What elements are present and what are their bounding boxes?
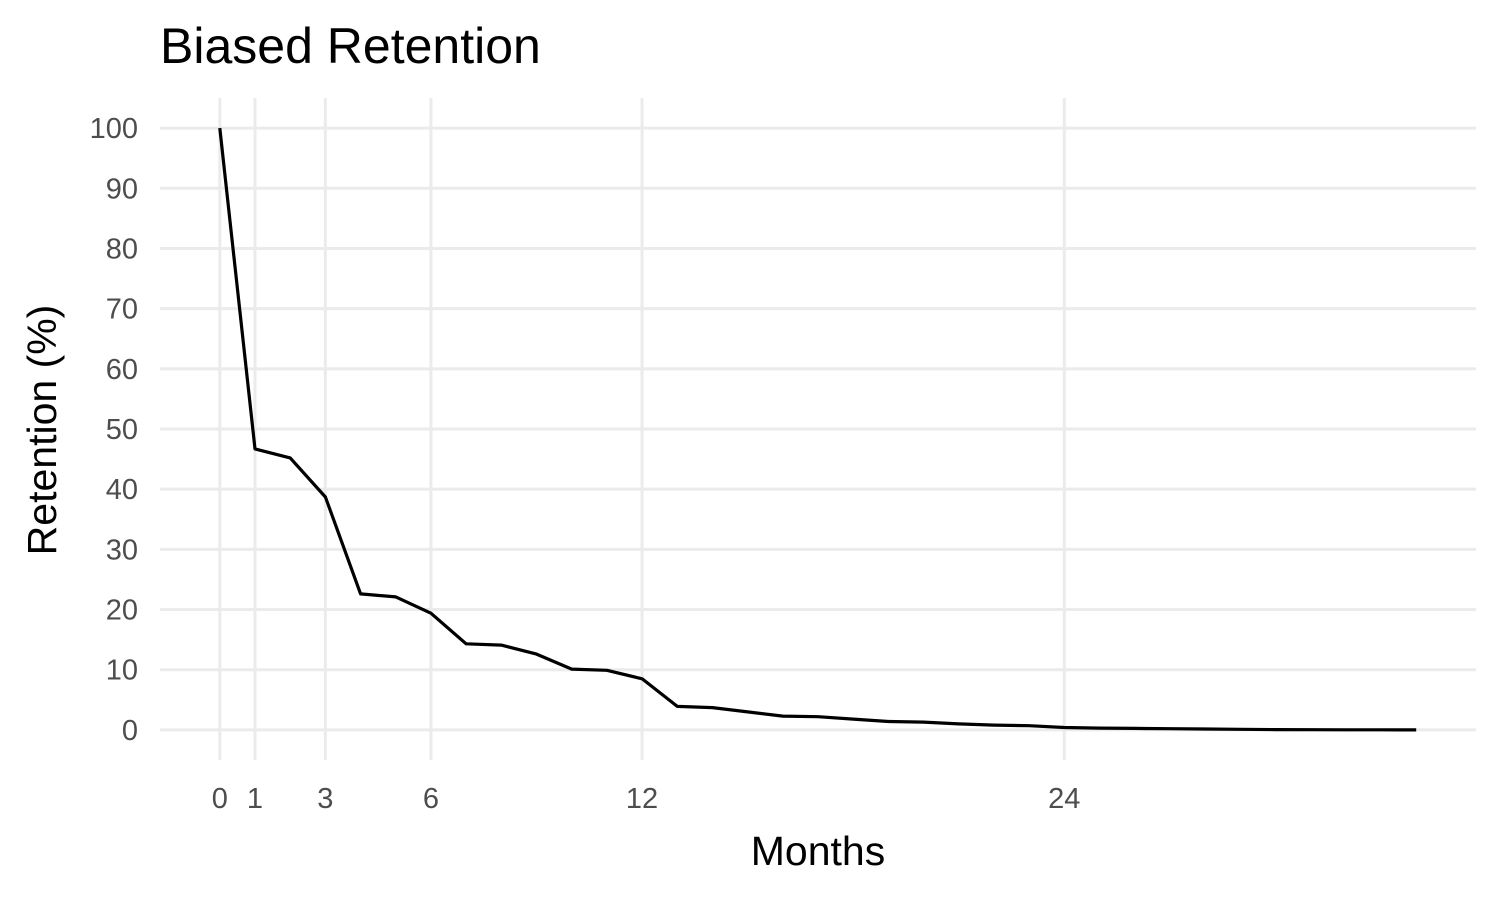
- y-tick-label-40: 40: [106, 474, 138, 506]
- data-point-month-14: [709, 705, 715, 711]
- y-tick-label-30: 30: [106, 534, 138, 566]
- data-point-month-0: [217, 125, 223, 131]
- data-point-month-28: [1202, 726, 1208, 732]
- data-point-month-32: [1343, 727, 1349, 733]
- data-point-month-1: [252, 446, 258, 452]
- data-point-month-24: [1061, 725, 1067, 731]
- data-point-month-12: [639, 676, 645, 682]
- x-tick-label-24: 24: [1048, 783, 1080, 815]
- data-point-month-16: [780, 713, 786, 719]
- x-tick-label-0: 0: [212, 783, 228, 815]
- y-tick-label-20: 20: [106, 595, 138, 627]
- data-point-month-20: [921, 719, 927, 725]
- y-tick-label-60: 60: [106, 354, 138, 386]
- data-point-month-17: [815, 714, 821, 720]
- data-point-month-29: [1237, 726, 1243, 732]
- x-axis-title: Months: [751, 828, 885, 874]
- data-point-month-9: [534, 651, 540, 657]
- y-tick-labels: 0 10 20 30 40 50 60 70 80 90 100: [90, 113, 138, 747]
- data-point-month-23: [1026, 723, 1032, 729]
- series-layer: [217, 125, 1419, 733]
- data-point-month-34: [1413, 727, 1419, 733]
- data-point-month-4: [358, 591, 364, 597]
- chart-title: Biased Retention: [160, 18, 541, 74]
- data-point-month-15: [745, 709, 751, 715]
- y-tick-label-0: 0: [122, 715, 138, 747]
- data-point-month-7: [463, 641, 469, 647]
- data-point-month-26: [1132, 725, 1138, 731]
- y-tick-label-80: 80: [106, 233, 138, 265]
- y-axis-title: Retention (%): [19, 305, 65, 556]
- data-point-month-6: [428, 610, 434, 616]
- data-point-month-2: [287, 455, 293, 461]
- data-point-month-11: [604, 667, 610, 673]
- data-point-month-25: [1096, 725, 1102, 731]
- x-tick-label-12: 12: [626, 783, 658, 815]
- y-tick-label-50: 50: [106, 414, 138, 446]
- x-tick-label-1: 1: [247, 783, 263, 815]
- data-point-month-10: [569, 666, 575, 672]
- data-point-month-33: [1378, 727, 1384, 733]
- x-tick-labels: 0 1 3 6 12 24: [212, 783, 1081, 815]
- x-tick-label-3: 3: [317, 783, 333, 815]
- data-point-month-19: [885, 718, 891, 724]
- y-tick-label-90: 90: [106, 173, 138, 205]
- data-point-month-31: [1308, 727, 1314, 733]
- data-point-month-8: [498, 642, 504, 648]
- data-point-month-21: [956, 721, 962, 727]
- data-point-month-5: [393, 594, 399, 600]
- y-tick-label-100: 100: [90, 113, 138, 145]
- data-point-month-3: [322, 494, 328, 500]
- data-point-month-13: [674, 703, 680, 709]
- y-gridlines: [160, 126, 1476, 732]
- data-point-month-22: [991, 722, 997, 728]
- series-line-1: [218, 127, 1417, 732]
- data-point-month-30: [1272, 727, 1278, 733]
- x-tick-label-6: 6: [423, 783, 439, 815]
- data-point-month-18: [850, 716, 856, 722]
- y-tick-label-70: 70: [106, 294, 138, 326]
- y-tick-label-10: 10: [106, 655, 138, 687]
- x-gridlines: [218, 98, 1066, 760]
- data-point-month-27: [1167, 726, 1173, 732]
